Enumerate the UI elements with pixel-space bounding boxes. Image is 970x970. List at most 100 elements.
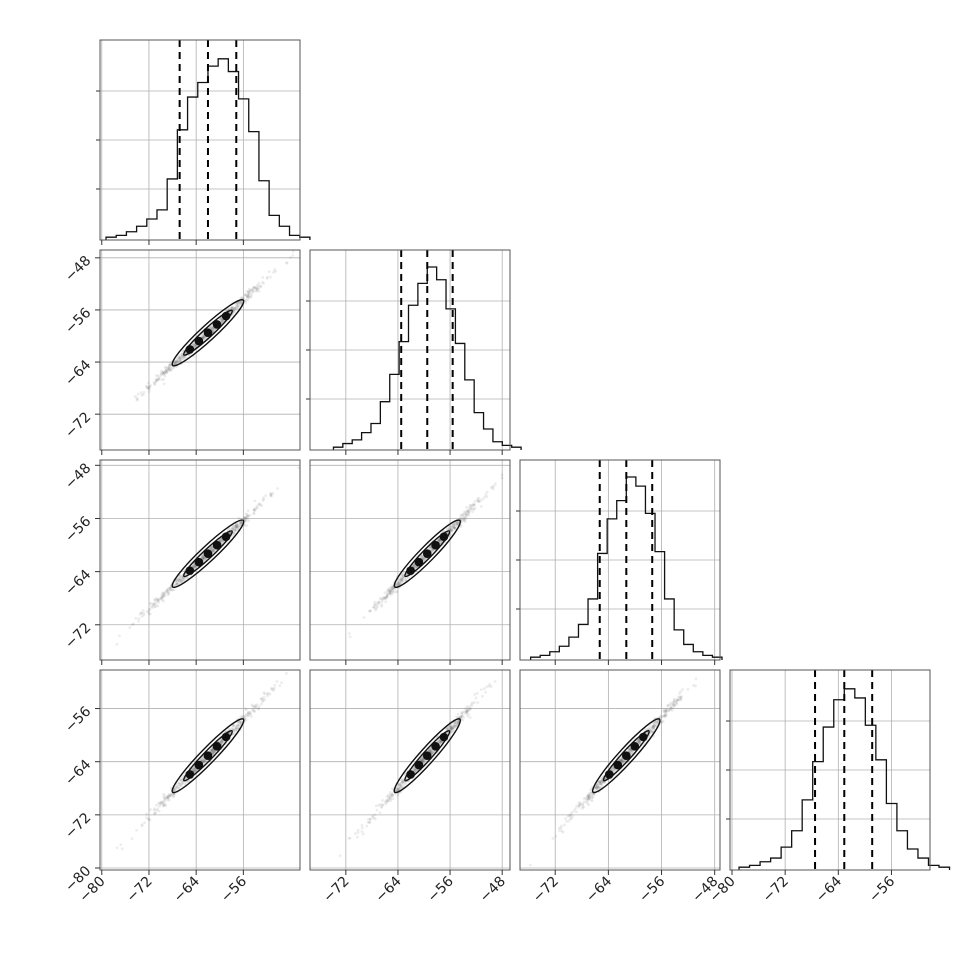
scatter-point [253, 704, 257, 708]
scatter-point [368, 817, 372, 821]
scatter-point [389, 591, 393, 594]
scatter-point [167, 592, 171, 595]
scatter-point [274, 269, 277, 273]
scatter-point [464, 712, 467, 716]
scatter-point [460, 518, 464, 521]
scatter-point [450, 727, 454, 730]
scatter-point [194, 566, 197, 570]
scatter-point [656, 719, 660, 723]
scatter-point [400, 576, 404, 580]
scatter-point [437, 739, 441, 743]
scatter-point [600, 783, 604, 787]
scatter-point [672, 703, 676, 706]
scatter-point [212, 750, 216, 753]
scatter-point [137, 617, 141, 621]
scatter-point [253, 499, 257, 503]
scatter-point [261, 280, 264, 284]
scatter-point [467, 512, 470, 516]
scatter-point [612, 768, 616, 772]
scatter-point [246, 514, 250, 518]
scatter-point [244, 707, 247, 711]
scatter-point [452, 526, 456, 530]
scatter-point [617, 758, 621, 762]
scatter-point [450, 525, 454, 528]
scatter-point [437, 539, 441, 543]
scatter-point [668, 708, 672, 712]
scatter-point [432, 750, 436, 753]
density-blob [431, 540, 440, 550]
scatter-point [219, 741, 223, 745]
scatter-point [664, 707, 668, 711]
scatter-point [401, 579, 405, 583]
scatter-point [663, 714, 667, 717]
scatter-point [234, 306, 238, 310]
scatter-point [269, 493, 273, 497]
scatter-point [246, 290, 250, 294]
scatter-point [603, 781, 606, 785]
scatter-point [244, 518, 248, 521]
scatter-point [242, 715, 245, 719]
scatter-point [163, 794, 167, 798]
scatter-point [155, 379, 158, 383]
x-tick-label: −64 [373, 873, 405, 905]
scatter-point [620, 759, 624, 763]
scatter-point [261, 499, 265, 502]
scatter-point [674, 701, 678, 705]
scatter-point [383, 800, 387, 804]
scatter-point [228, 727, 231, 731]
scatter-point [166, 366, 170, 370]
scatter-point [177, 579, 181, 582]
scatter-point [220, 740, 223, 743]
scatter-point [245, 295, 249, 298]
scatter-point [462, 516, 465, 520]
scatter-point [663, 710, 667, 713]
scatter-point [459, 715, 463, 719]
scatter-point [248, 712, 252, 716]
scatter-point [368, 821, 372, 824]
scatter-point [135, 398, 139, 402]
scatter-point [145, 812, 148, 816]
scatter-point [170, 588, 174, 592]
scatter-point [429, 749, 433, 753]
scatter-point [595, 783, 599, 787]
scatter-point [483, 687, 486, 691]
scatter-point [430, 751, 434, 755]
scatter-point [192, 565, 196, 569]
scatter-point [247, 292, 250, 296]
scatter-point [476, 701, 480, 705]
scatter-point [596, 785, 600, 789]
scatter-point [421, 759, 425, 763]
scatter-point [285, 261, 289, 265]
scatter-point [178, 783, 182, 786]
scatter-point [620, 758, 624, 761]
scatter-point [468, 706, 472, 710]
scatter-point [453, 526, 457, 530]
scatter-point [160, 596, 164, 600]
scatter-point [161, 804, 165, 808]
scatter-point [401, 575, 405, 579]
scatter-point [394, 789, 398, 793]
scatter-point [557, 826, 561, 830]
scatter-point [278, 684, 282, 688]
scatter-point [674, 699, 678, 703]
scatter-point [239, 521, 243, 525]
scatter-point [429, 749, 433, 753]
density-blob [439, 732, 449, 742]
scatter-point [582, 800, 586, 804]
scatter-point [386, 588, 390, 591]
scatter-point [652, 724, 655, 728]
scatter-point [662, 709, 666, 713]
scatter-point [176, 784, 180, 788]
scatter-point [210, 748, 214, 752]
scatter-point [439, 740, 443, 744]
scatter-point [239, 302, 243, 306]
scatter-point [164, 366, 168, 369]
scatter-point [575, 810, 578, 814]
scatter-point [297, 466, 300, 470]
scatter-point [414, 768, 417, 772]
scatter-point [210, 326, 214, 330]
scatter-point [234, 727, 238, 731]
scatter-point [472, 508, 476, 511]
scatter-point [449, 726, 453, 729]
scatter-point [175, 359, 178, 363]
